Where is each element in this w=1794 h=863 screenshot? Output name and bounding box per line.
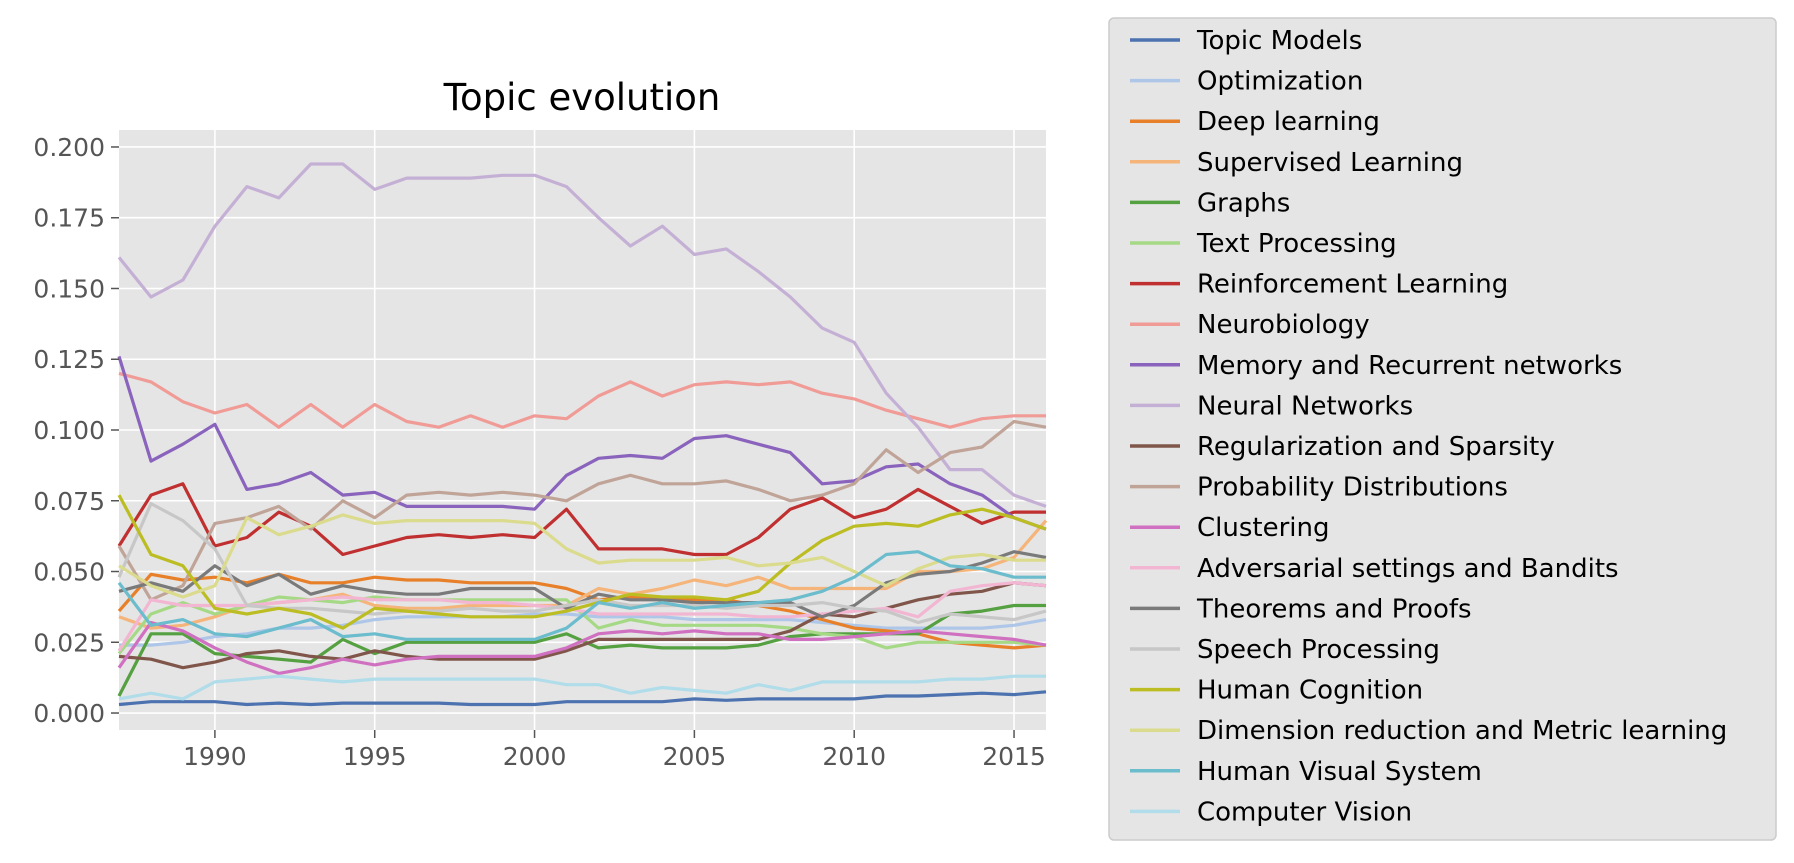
legend: Topic Models Optimization Deep learning Sup… bbox=[1108, 17, 1777, 841]
x-tick-label: 1995 bbox=[343, 742, 407, 771]
x-tick-label: 1990 bbox=[183, 742, 247, 771]
series-line-7 bbox=[117, 482, 1046, 557]
legend-label: Optimization bbox=[1197, 67, 1363, 97]
series-line-8 bbox=[118, 371, 1046, 429]
series-line-12 bbox=[117, 419, 1047, 602]
legend-label: Dimension reduction and Metric learning bbox=[1197, 716, 1727, 746]
series-line-11 bbox=[118, 581, 1047, 670]
y-tick-label: 0.100 bbox=[33, 416, 105, 445]
x-tick-label: 2015 bbox=[982, 742, 1046, 771]
y-tick-label: 0.125 bbox=[33, 345, 105, 374]
legend-label: Text Processing bbox=[1196, 229, 1397, 259]
chart-title: Topic evolution bbox=[443, 76, 721, 119]
series-line-19 bbox=[117, 550, 1046, 642]
legend-label: Probability Distributions bbox=[1197, 473, 1508, 503]
legend-label: Computer Vision bbox=[1197, 797, 1412, 827]
legend-frame bbox=[1108, 17, 1777, 841]
series-line-1 bbox=[118, 690, 1047, 707]
x-tick-label: 2000 bbox=[503, 742, 567, 771]
legend-label: Clustering bbox=[1197, 513, 1330, 543]
series-line-20 bbox=[118, 674, 1046, 701]
series-line-17 bbox=[117, 494, 1047, 630]
x-tick-label: 2005 bbox=[663, 742, 727, 771]
legend-label: Regularization and Sparsity bbox=[1197, 432, 1555, 462]
y-tick-label: 0.000 bbox=[33, 699, 105, 728]
legend-label: Reinforcement Learning bbox=[1197, 270, 1508, 300]
legend-label: Adversarial settings and Bandits bbox=[1197, 554, 1619, 584]
x-tick-label: 2010 bbox=[822, 742, 886, 771]
y-tick-label: 0.200 bbox=[33, 133, 105, 162]
legend-label: Deep learning bbox=[1197, 107, 1380, 137]
y-tick-label: 0.050 bbox=[33, 558, 105, 587]
legend-label: Graphs bbox=[1197, 188, 1290, 218]
legend-label: Human Cognition bbox=[1197, 676, 1423, 706]
legend-label: Neural Networks bbox=[1197, 391, 1413, 421]
legend-label: Topic Models bbox=[1196, 26, 1362, 56]
series-lines bbox=[117, 162, 1048, 707]
legend-label: Theorems and Proofs bbox=[1196, 594, 1472, 624]
legend-label: Human Visual System bbox=[1197, 757, 1482, 787]
series-line-13 bbox=[117, 620, 1047, 676]
legend-label: Supervised Learning bbox=[1197, 148, 1463, 178]
legend-label: Memory and Recurrent networks bbox=[1197, 351, 1622, 381]
y-tick-label: 0.025 bbox=[33, 628, 105, 657]
series-line-14 bbox=[117, 581, 1047, 652]
legend-label: Speech Processing bbox=[1197, 635, 1440, 665]
series-line-10 bbox=[117, 162, 1047, 508]
legend-label: Neurobiology bbox=[1197, 310, 1370, 340]
legend-entries: Topic Models Optimization Deep learning Sup… bbox=[1130, 26, 1727, 827]
y-tick-label: 0.175 bbox=[33, 204, 105, 233]
y-tick-label: 0.150 bbox=[33, 274, 105, 303]
series-line-18 bbox=[118, 513, 1046, 599]
y-tick-label: 0.075 bbox=[33, 487, 105, 516]
series-line-9 bbox=[117, 355, 1047, 531]
axes: 0.000 0.025 0.050 0.075 0.100 0.125 0.150 0.175… bbox=[33, 133, 1045, 771]
